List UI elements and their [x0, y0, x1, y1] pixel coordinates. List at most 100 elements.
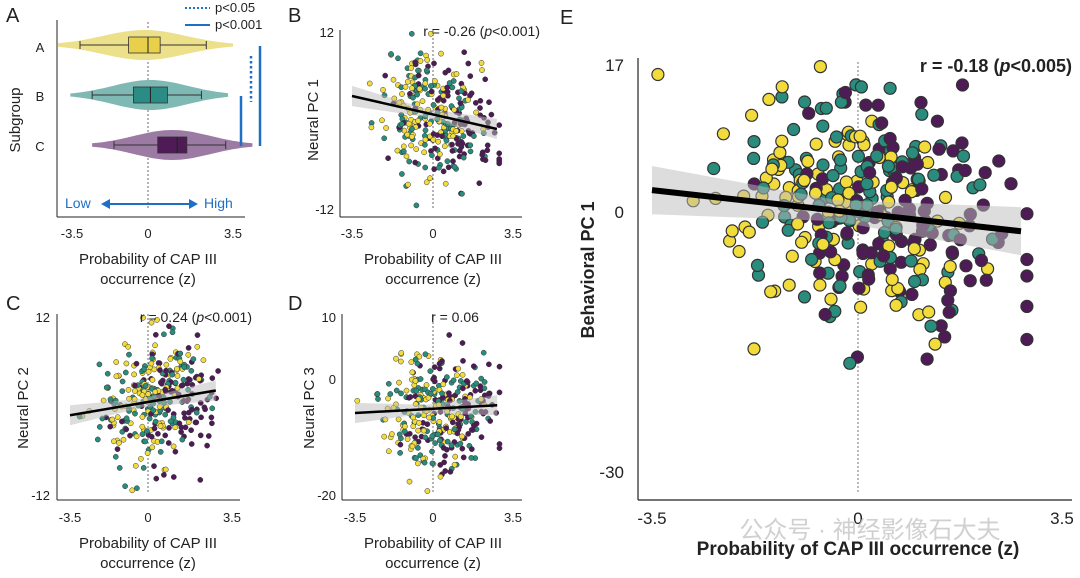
scatter-point	[407, 90, 413, 97]
scatter-point	[158, 380, 165, 387]
scatter-point	[992, 154, 1006, 168]
scatter-point	[797, 173, 811, 187]
scatter-point	[809, 137, 823, 151]
scatter-point	[458, 413, 464, 420]
scatter-point	[422, 351, 429, 358]
scatter-point	[163, 361, 170, 368]
panel-b-xlabel-1: Probability of CAP III	[364, 251, 502, 268]
scatter-point	[126, 351, 132, 358]
scatter-point	[467, 142, 474, 149]
scatter-point	[188, 427, 194, 434]
scatter-point	[437, 473, 444, 480]
scatter-point	[397, 441, 404, 448]
scatter-point	[651, 67, 665, 82]
scatter-point	[415, 460, 421, 467]
scatter-point	[422, 164, 429, 171]
scatter-point	[132, 462, 139, 469]
scatter-point	[1020, 269, 1034, 283]
box-a	[128, 36, 161, 54]
scatter-point	[459, 445, 466, 452]
scatter-point	[161, 472, 167, 478]
scatter-point	[188, 441, 195, 447]
panel-c-ylabel: Neural PC 2	[15, 367, 32, 449]
scatter-point	[746, 151, 761, 165]
scatter-point	[421, 459, 428, 466]
panel-a-xlabel-1: Probability of CAP III	[79, 251, 217, 268]
scatter-point	[459, 433, 465, 440]
scatter-point	[439, 133, 445, 140]
scatter-point	[471, 133, 477, 139]
scatter-point	[178, 382, 185, 389]
scatter-point	[829, 130, 844, 144]
scatter-point	[401, 428, 408, 435]
scatter-point	[154, 317, 160, 323]
scatter-point	[193, 409, 200, 416]
scatter-point	[408, 142, 414, 149]
scatter-point	[943, 284, 958, 298]
scatter-point	[412, 159, 419, 166]
scatter-point	[409, 85, 415, 92]
scatter-point	[140, 314, 146, 321]
scatter-point	[449, 141, 455, 148]
scatter-point	[435, 431, 441, 438]
scatter-point	[139, 414, 146, 420]
scatter-point	[431, 166, 438, 172]
scatter-point	[449, 419, 456, 426]
scatter-point	[460, 154, 467, 161]
scatter-point	[406, 430, 413, 437]
scatter-point	[431, 60, 437, 67]
scatter-point	[430, 136, 437, 143]
scatter-point	[456, 95, 462, 102]
scatter-point	[408, 65, 414, 71]
scatter-point	[165, 440, 172, 446]
scatter-point	[885, 272, 899, 287]
scatter-point	[413, 388, 420, 394]
scatter-point	[385, 448, 392, 455]
scatter-point	[486, 361, 492, 368]
panel-b-xtick-neg: -3.5	[341, 226, 363, 241]
scatter-point	[437, 462, 444, 468]
scatter-point	[434, 97, 441, 103]
scatter-point	[826, 169, 840, 183]
scatter-point	[496, 445, 503, 452]
scatter-point	[139, 431, 146, 438]
panel-a-xtick-zero: 0	[144, 226, 151, 241]
scatter-point	[366, 80, 373, 87]
scatter-point	[781, 223, 795, 237]
scatter-point	[107, 396, 114, 403]
scatter-point	[395, 55, 401, 62]
scatter-point	[379, 117, 385, 124]
scatter-point	[482, 76, 489, 83]
panel-e-ytick-top: 17	[605, 56, 624, 75]
scatter-point	[979, 273, 993, 287]
scatter-point	[382, 72, 389, 79]
scatter-point	[120, 436, 127, 443]
scatter-point	[174, 373, 181, 379]
scatter-point	[445, 164, 452, 171]
box-c	[157, 136, 188, 154]
panel-b-r: r = -0.26 (p<0.001)	[423, 23, 540, 39]
scatter-point	[413, 146, 420, 152]
scatter-point	[152, 418, 159, 425]
scatter-point	[415, 67, 421, 74]
scatter-point	[477, 387, 484, 394]
scatter-point	[445, 67, 452, 74]
scatter-point	[390, 76, 397, 83]
panel-d-xtick-zero: 0	[429, 510, 436, 525]
scatter-point	[833, 279, 847, 293]
scatter-point	[468, 90, 475, 97]
panel-c-xtick-zero: 0	[144, 510, 151, 525]
scatter-point	[397, 450, 403, 456]
scatter-point	[127, 432, 133, 439]
scatter-point	[744, 108, 759, 122]
scatter-point	[172, 448, 179, 455]
scatter-point	[103, 384, 110, 391]
scatter-point	[209, 375, 216, 381]
scatter-point	[96, 361, 103, 368]
scatter-point	[116, 440, 122, 446]
scatter-point	[414, 91, 420, 98]
scatter-point	[786, 122, 801, 137]
scatter-point	[442, 453, 448, 459]
scatter-point	[955, 78, 970, 92]
scatter-point	[429, 448, 435, 455]
